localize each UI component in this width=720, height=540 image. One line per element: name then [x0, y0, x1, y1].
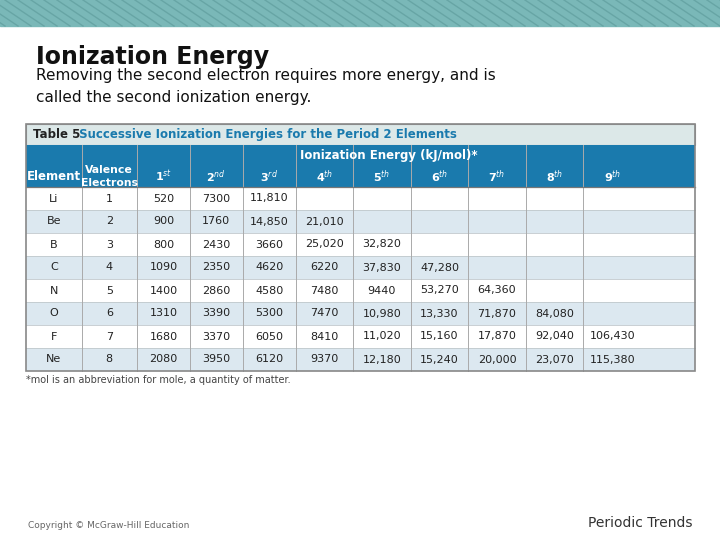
Text: 3660: 3660: [255, 240, 283, 249]
Text: 7470: 7470: [310, 308, 338, 319]
Text: 1310: 1310: [150, 308, 177, 319]
Bar: [26, 233, 695, 256]
Text: 20,000: 20,000: [477, 354, 516, 364]
Text: B: B: [50, 240, 58, 249]
Text: 4620: 4620: [255, 262, 283, 273]
Text: 3$^{rd}$: 3$^{rd}$: [260, 168, 278, 185]
Text: Element: Element: [27, 170, 81, 183]
Text: 47,280: 47,280: [420, 262, 459, 273]
Text: 1$^{st}$: 1$^{st}$: [155, 168, 172, 184]
Text: Successive Ionization Energies for the Period 2 Elements: Successive Ionization Energies for the P…: [75, 128, 457, 141]
Text: F: F: [50, 332, 57, 341]
Text: 15,160: 15,160: [420, 332, 459, 341]
Bar: [26, 210, 695, 233]
Text: 9$^{th}$: 9$^{th}$: [604, 168, 621, 185]
Text: 1680: 1680: [150, 332, 178, 341]
Text: 53,270: 53,270: [420, 286, 459, 295]
Text: 23,070: 23,070: [535, 354, 574, 364]
Text: 6$^{th}$: 6$^{th}$: [431, 168, 448, 185]
Bar: [26, 124, 695, 371]
Text: 10,980: 10,980: [363, 308, 401, 319]
Text: 13,330: 13,330: [420, 308, 459, 319]
Text: 5: 5: [106, 286, 113, 295]
Bar: [26, 279, 695, 302]
Bar: [26, 256, 695, 279]
Text: 64,360: 64,360: [477, 286, 516, 295]
Text: 14,850: 14,850: [250, 217, 289, 226]
Text: 7: 7: [106, 332, 113, 341]
Text: Removing the second electron requires more energy, and is
called the second ioni: Removing the second electron requires mo…: [36, 68, 496, 105]
Text: 7480: 7480: [310, 286, 338, 295]
Text: 2430: 2430: [202, 240, 230, 249]
Text: 25,020: 25,020: [305, 240, 343, 249]
Text: 11,810: 11,810: [250, 193, 289, 204]
Text: 71,870: 71,870: [477, 308, 516, 319]
Text: 3: 3: [106, 240, 113, 249]
Text: Be: Be: [47, 217, 61, 226]
Text: 3370: 3370: [202, 332, 230, 341]
Text: 6: 6: [106, 308, 113, 319]
Text: 6120: 6120: [255, 354, 283, 364]
Text: 17,870: 17,870: [477, 332, 516, 341]
Text: 4: 4: [106, 262, 113, 273]
Text: 12,180: 12,180: [363, 354, 401, 364]
Text: 520: 520: [153, 193, 174, 204]
Text: 1090: 1090: [150, 262, 178, 273]
Bar: [26, 302, 695, 325]
Text: *mol is an abbreviation for mole, a quantity of matter.: *mol is an abbreviation for mole, a quan…: [26, 375, 291, 385]
Text: Copyright © McGraw-Hill Education: Copyright © McGraw-Hill Education: [28, 521, 189, 530]
Text: 1760: 1760: [202, 217, 230, 226]
Text: 800: 800: [153, 240, 174, 249]
Bar: [26, 124, 695, 145]
Text: Ne: Ne: [46, 354, 61, 364]
Text: 15,240: 15,240: [420, 354, 459, 364]
Text: Ionization Energy (kJ/mol)*: Ionization Energy (kJ/mol)*: [300, 149, 478, 162]
Text: 6220: 6220: [310, 262, 338, 273]
Text: 900: 900: [153, 217, 174, 226]
Text: Valence
Electrons: Valence Electrons: [81, 165, 138, 188]
Bar: [26, 325, 695, 348]
Text: 106,430: 106,430: [590, 332, 635, 341]
Bar: [26, 145, 695, 187]
Text: 9370: 9370: [310, 354, 338, 364]
Text: 7$^{th}$: 7$^{th}$: [488, 168, 505, 185]
Text: 92,040: 92,040: [535, 332, 574, 341]
Text: 8$^{th}$: 8$^{th}$: [546, 168, 563, 185]
Text: 2$^{nd}$: 2$^{nd}$: [207, 168, 226, 185]
Text: 7300: 7300: [202, 193, 230, 204]
Bar: [26, 187, 695, 210]
Text: N: N: [50, 286, 58, 295]
Text: 84,080: 84,080: [535, 308, 574, 319]
Text: 3950: 3950: [202, 354, 230, 364]
Text: 2080: 2080: [149, 354, 178, 364]
Text: 8410: 8410: [310, 332, 338, 341]
Text: Li: Li: [49, 193, 58, 204]
Text: 8: 8: [106, 354, 113, 364]
Bar: [26, 348, 695, 371]
Text: 21,010: 21,010: [305, 217, 343, 226]
Text: C: C: [50, 262, 58, 273]
Text: 1400: 1400: [150, 286, 178, 295]
Text: 4$^{th}$: 4$^{th}$: [316, 168, 333, 185]
Text: Table 5: Table 5: [33, 128, 81, 141]
Text: 1: 1: [106, 193, 113, 204]
Text: 2350: 2350: [202, 262, 230, 273]
Text: 11,020: 11,020: [363, 332, 401, 341]
Text: 3390: 3390: [202, 308, 230, 319]
Text: 6050: 6050: [255, 332, 283, 341]
Text: 4580: 4580: [255, 286, 283, 295]
Text: 9440: 9440: [368, 286, 396, 295]
Text: 32,820: 32,820: [362, 240, 401, 249]
Text: Periodic Trends: Periodic Trends: [588, 516, 692, 530]
Bar: [0, 0, 720, 26]
Text: Ionization Energy: Ionization Energy: [36, 45, 269, 69]
Text: 5$^{th}$: 5$^{th}$: [373, 168, 390, 185]
Text: 37,830: 37,830: [363, 262, 401, 273]
Text: 2860: 2860: [202, 286, 230, 295]
Text: 2: 2: [106, 217, 113, 226]
Text: 115,380: 115,380: [590, 354, 635, 364]
Text: 5300: 5300: [255, 308, 283, 319]
Text: O: O: [50, 308, 58, 319]
